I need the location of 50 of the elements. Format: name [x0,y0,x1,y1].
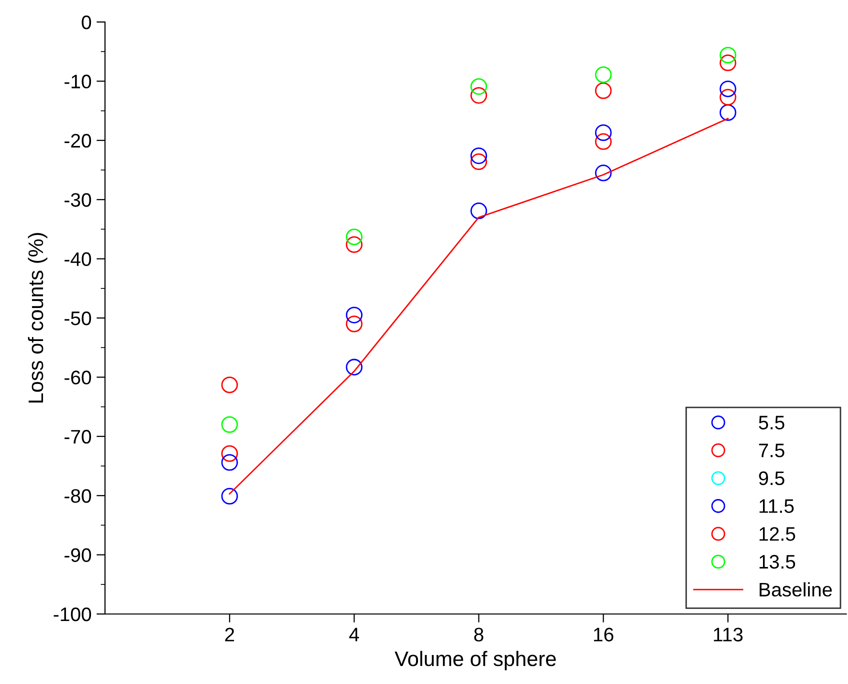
point [221,376,238,394]
y-axis-title: Loss of counts (%) [28,233,48,403]
point [595,124,612,142]
x-tick-label: 16 [594,628,614,642]
y-tick-label: 0 [82,15,92,30]
x-tick-label: 113 [714,628,743,642]
point [221,488,238,505]
point [346,316,363,332]
y-tick-label: -10 [64,74,92,88]
point [720,54,736,72]
y-tick-label: -50 [64,311,92,326]
point [346,236,363,253]
point [595,66,612,84]
x-tick-label: 4 [349,628,360,642]
x-tick-label: 2 [225,628,234,642]
legend-label: 9.5 [759,471,784,486]
point [346,358,363,376]
y-tick-label: -60 [64,370,92,384]
legend-label: 5.5 [758,416,784,430]
legend-label: Baseline [760,582,832,597]
point [221,454,238,471]
point [720,104,736,121]
point [595,164,612,182]
point [470,153,488,170]
y-tick-label: -70 [64,430,92,444]
y-tick-label: -30 [64,193,92,207]
legend-label: 13.5 [760,554,796,569]
x-axis-title: Volume of sphere [394,650,556,670]
y-tick-label: -20 [64,134,92,148]
legend-label: 12.5 [760,527,796,541]
point [470,78,488,95]
point [221,416,238,433]
point [720,80,736,98]
point [470,147,488,164]
point [720,88,736,106]
point [595,133,612,150]
point [595,82,612,100]
point [720,46,736,64]
legend-label: 7.5 [759,444,784,458]
y-tick-label: -40 [64,252,92,266]
point [470,202,488,220]
point [221,445,238,462]
point [470,87,488,104]
y-tick-label: -90 [64,548,92,562]
legend-label: 11.5 [760,499,794,513]
point [346,228,363,246]
point [346,306,363,324]
y-tick-label: -100 [54,607,92,622]
x-tick-label: 8 [474,628,484,642]
y-tick-label: -80 [64,489,92,503]
